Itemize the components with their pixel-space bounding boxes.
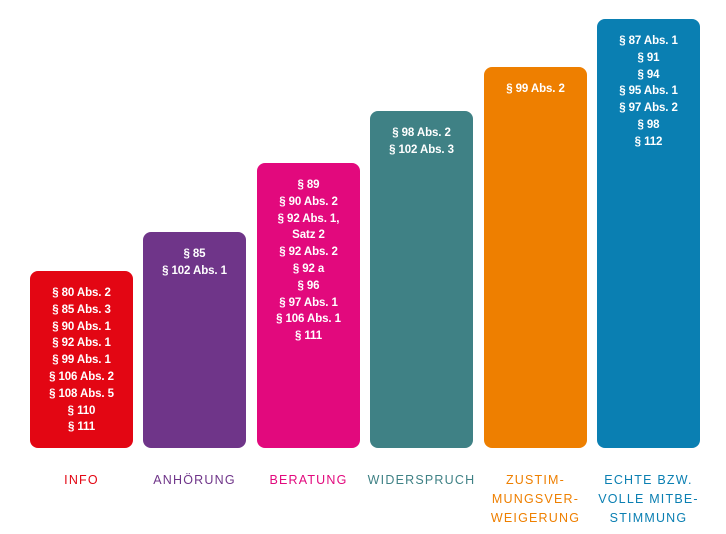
section-item: § 92 a <box>292 262 325 275</box>
section-item: § 90 Abs. 1 <box>52 320 111 333</box>
label-line: VOLLE MITBE- <box>598 492 699 506</box>
section-list-zustimmungsverweigerung: § 99 Abs. 2 <box>484 81 587 98</box>
label-line: INFO <box>64 473 99 487</box>
section-item: § 102 Abs. 1 <box>162 264 227 277</box>
section-item: § 90 Abs. 2 <box>279 195 338 208</box>
bar-beratung: § 89 § 90 Abs. 2 § 92 Abs. 1, Satz 2 § 92 Ab… <box>257 163 360 448</box>
bar-info: § 80 Abs. 2 § 85 Abs. 3 § 90 Abs. 1 § 92 Ab… <box>30 271 133 448</box>
section-list-info: § 80 Abs. 2 § 85 Abs. 3 § 90 Abs. 1 § 92 Ab… <box>30 285 133 436</box>
label-line: MUNGSVER- <box>491 492 580 506</box>
section-item: § 98 <box>637 118 660 131</box>
section-item: § 110 <box>67 404 96 417</box>
label-widerspruch: WIDERSPRUCH <box>360 471 483 490</box>
section-item: § 102 Abs. 3 <box>389 143 454 156</box>
label-line: WEIGERUNG <box>490 511 581 525</box>
bar-mitbestimmung: § 87 Abs. 1 § 91 § 94 § 95 Abs. 1 § 97 Abs. … <box>597 19 700 448</box>
column-zustimmungsverweigerung: § 99 Abs. 2 ZUSTIM- MUNGSVER- WEIGERUNG <box>484 0 587 534</box>
column-beratung: § 89 § 90 Abs. 2 § 92 Abs. 1, Satz 2 § 92 Ab… <box>257 0 360 534</box>
section-item: § 99 Abs. 2 <box>506 83 565 95</box>
section-item: § 85 <box>183 248 206 260</box>
section-item: § 85 Abs. 3 <box>52 303 111 316</box>
section-item: § 80 Abs. 2 <box>52 287 111 299</box>
section-item: § 108 Abs. 5 <box>49 387 114 400</box>
section-item: § 92 Abs. 1 <box>52 337 111 350</box>
label-line: STIMMUNG <box>609 511 688 525</box>
section-item: § 99 Abs. 1 <box>52 354 111 367</box>
section-item: § 89 <box>297 179 320 191</box>
section-item: § 97 Abs. 2 <box>619 102 678 115</box>
section-item: § 92 Abs. 2 <box>279 246 338 259</box>
section-item: § 91 <box>637 51 660 64</box>
section-list-anhoerung: § 85 § 102 Abs. 1 <box>143 246 246 280</box>
bar-widerspruch: § 98 Abs. 2 § 102 Abs. 3 <box>370 111 473 448</box>
section-item: § 106 Abs. 1 <box>276 313 341 326</box>
label-line: ZUSTIM- <box>505 473 566 487</box>
section-item: § 106 Abs. 2 <box>49 370 114 383</box>
column-widerspruch: § 98 Abs. 2 § 102 Abs. 3 WIDERSPRUCH <box>368 0 474 534</box>
section-item: § 97 Abs. 1 <box>279 296 338 309</box>
label-anhoerung: ANHÖRUNG <box>133 471 256 490</box>
section-item: § 111 <box>67 421 95 434</box>
label-line: ANHÖRUNG <box>153 473 236 487</box>
label-beratung: BERATUNG <box>247 471 370 490</box>
section-item: § 111 <box>294 330 322 343</box>
column-mitbestimmung: § 87 Abs. 1 § 91 § 94 § 95 Abs. 1 § 97 Abs. … <box>597 0 700 534</box>
label-line: WIDERSPRUCH <box>367 473 476 487</box>
label-line: ECHTE BZW. <box>604 473 693 487</box>
column-anhoerung: § 85 § 102 Abs. 1 ANHÖRUNG <box>143 0 246 534</box>
section-item: § 87 Abs. 1 <box>619 35 678 47</box>
section-list-widerspruch: § 98 Abs. 2 § 102 Abs. 3 <box>370 125 473 159</box>
section-item: § 95 Abs. 1 <box>619 85 678 98</box>
label-zustimmungsverweigerung: ZUSTIM- MUNGSVER- WEIGERUNG <box>474 471 597 528</box>
section-item: § 94 <box>637 68 660 81</box>
section-list-mitbestimmung: § 87 Abs. 1 § 91 § 94 § 95 Abs. 1 § 97 Abs. … <box>597 33 700 151</box>
section-item: Satz 2 <box>292 229 325 242</box>
label-info: INFO <box>20 471 143 490</box>
section-item: § 92 Abs. 1, <box>277 212 340 225</box>
label-line: BERATUNG <box>269 473 348 487</box>
column-info: § 80 Abs. 2 § 85 Abs. 3 § 90 Abs. 1 § 92 Ab… <box>30 0 133 534</box>
section-list-beratung: § 89 § 90 Abs. 2 § 92 Abs. 1, Satz 2 § 92 Ab… <box>257 177 360 345</box>
section-item: § 98 Abs. 2 <box>392 127 451 139</box>
bar-anhoerung: § 85 § 102 Abs. 1 <box>143 232 246 448</box>
bar-zustimmungsverweigerung: § 99 Abs. 2 <box>484 67 587 448</box>
label-mitbestimmung: ECHTE BZW. VOLLE MITBE- STIMMUNG <box>587 471 710 528</box>
section-item: § 112 <box>634 135 663 148</box>
section-item: § 96 <box>297 279 320 292</box>
